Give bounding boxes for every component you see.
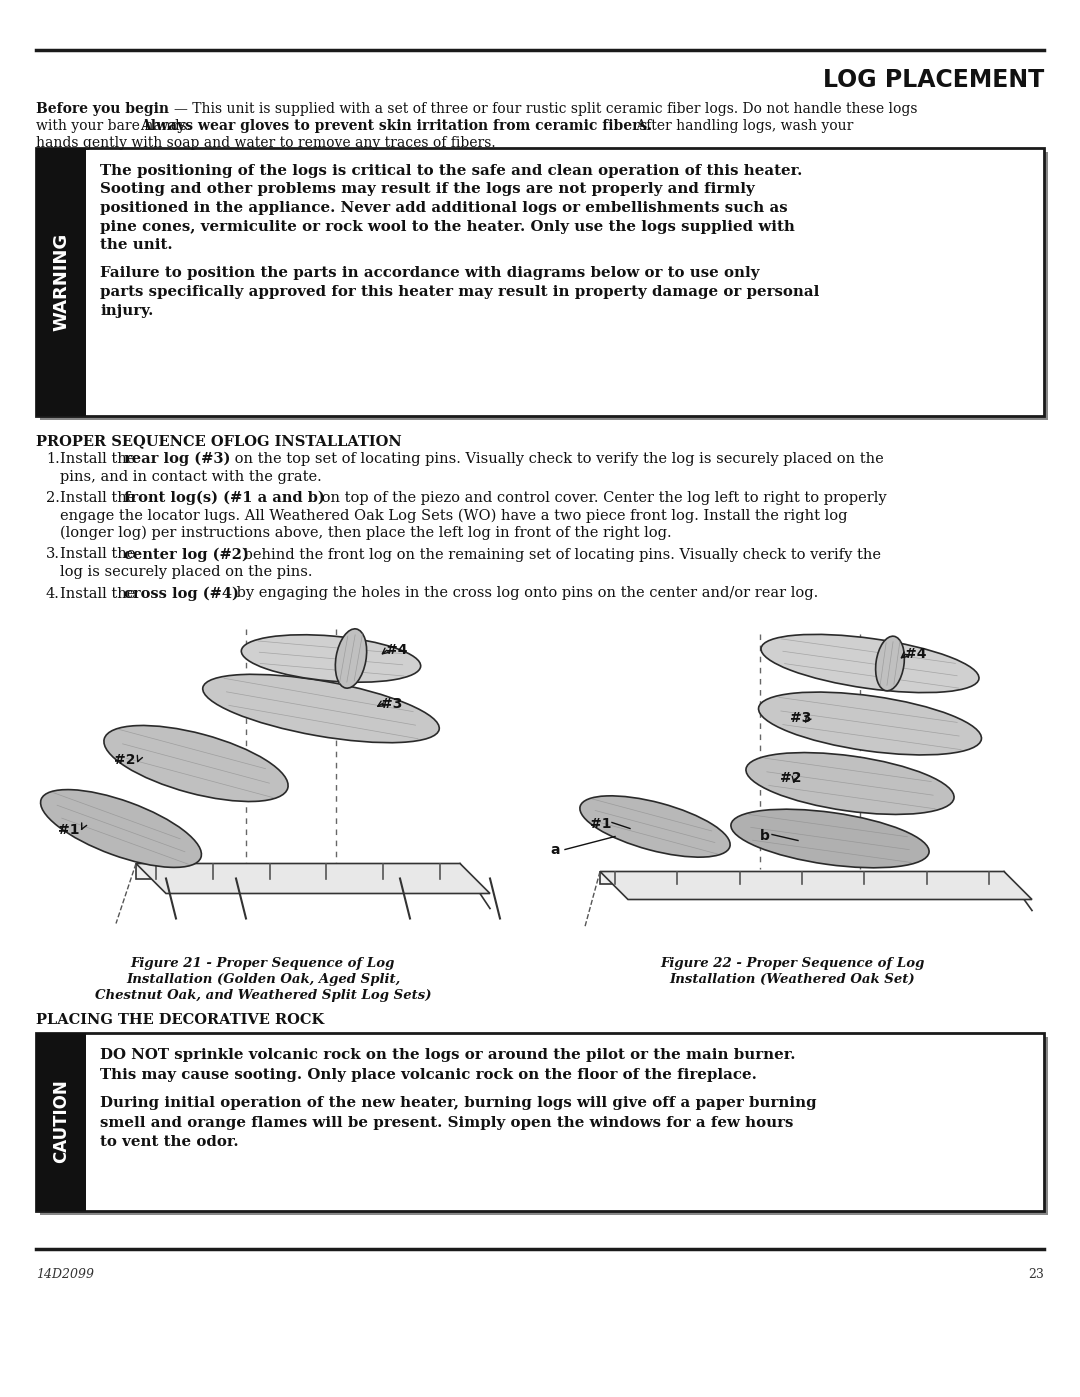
Text: Figure 21 - Proper Sequence of Log: Figure 21 - Proper Sequence of Log bbox=[131, 957, 395, 970]
Text: #3: #3 bbox=[789, 711, 811, 725]
Text: a: a bbox=[550, 844, 559, 858]
Ellipse shape bbox=[335, 629, 367, 689]
Text: DO NOT sprinkle volcanic rock on the logs or around the pilot or the main burner: DO NOT sprinkle volcanic rock on the log… bbox=[100, 1049, 796, 1063]
Text: engage the locator lugs. All Weathered Oak Log Sets (WO) have a two piece front : engage the locator lugs. All Weathered O… bbox=[60, 509, 848, 522]
Text: by engaging the holes in the cross log onto pins on the center and/or rear log.: by engaging the holes in the cross log o… bbox=[232, 587, 819, 601]
Text: (longer log) per instructions above, then place the left log in front of the rig: (longer log) per instructions above, the… bbox=[60, 527, 672, 541]
Ellipse shape bbox=[203, 675, 440, 743]
Text: log is securely placed on the pins.: log is securely placed on the pins. bbox=[60, 564, 312, 578]
Text: Always wear gloves to prevent skin irritation from ceramic fibers.: Always wear gloves to prevent skin irrit… bbox=[140, 119, 652, 133]
Text: on top of the piezo and control cover. Center the log left to right to properly: on top of the piezo and control cover. C… bbox=[318, 490, 887, 504]
Text: PROPER SEQUENCE OFLOG INSTALLATION: PROPER SEQUENCE OFLOG INSTALLATION bbox=[36, 434, 402, 448]
Text: #4: #4 bbox=[905, 647, 927, 661]
Text: Failure to position the parts in accordance with diagrams below or to use only: Failure to position the parts in accorda… bbox=[100, 267, 759, 281]
Text: 2.: 2. bbox=[46, 490, 59, 504]
Text: #4: #4 bbox=[386, 644, 407, 658]
Text: 4.: 4. bbox=[46, 587, 59, 601]
Text: #1: #1 bbox=[590, 816, 611, 830]
Ellipse shape bbox=[746, 753, 954, 814]
Text: cross log (#4): cross log (#4) bbox=[124, 587, 239, 601]
Text: pine cones, vermiculite or rock wool to the heater. Only use the logs supplied w: pine cones, vermiculite or rock wool to … bbox=[100, 219, 795, 233]
Text: This may cause sooting. Only place volcanic rock on the floor of the fireplace.: This may cause sooting. Only place volca… bbox=[100, 1067, 757, 1081]
Text: center log (#2): center log (#2) bbox=[124, 548, 248, 562]
Text: During initial operation of the new heater, burning logs will give off a paper b: During initial operation of the new heat… bbox=[100, 1097, 816, 1111]
Text: rear log (#3): rear log (#3) bbox=[124, 453, 230, 467]
Text: front log(s) (#1 a and b): front log(s) (#1 a and b) bbox=[124, 490, 325, 506]
Text: injury.: injury. bbox=[100, 303, 153, 317]
Text: 1.: 1. bbox=[46, 453, 59, 467]
Text: with your bare hands.: with your bare hands. bbox=[36, 119, 195, 133]
Bar bbox=[36, 148, 1044, 416]
Text: Install the: Install the bbox=[60, 548, 140, 562]
Bar bbox=[36, 1032, 1044, 1210]
Text: Install the: Install the bbox=[60, 453, 140, 467]
Text: to vent the odor.: to vent the odor. bbox=[100, 1134, 239, 1148]
Polygon shape bbox=[600, 872, 1004, 883]
Text: #2: #2 bbox=[114, 753, 135, 767]
Polygon shape bbox=[600, 872, 1032, 900]
Polygon shape bbox=[136, 863, 490, 894]
Text: WARNING: WARNING bbox=[52, 233, 70, 331]
Text: #3: #3 bbox=[381, 697, 403, 711]
Text: Installation (Weathered Oak Set): Installation (Weathered Oak Set) bbox=[670, 972, 915, 985]
Text: pins, and in contact with the grate.: pins, and in contact with the grate. bbox=[60, 469, 322, 483]
Text: hands gently with soap and water to remove any traces of fibers.: hands gently with soap and water to remo… bbox=[36, 136, 496, 149]
Text: PLACING THE DECORATIVE ROCK: PLACING THE DECORATIVE ROCK bbox=[36, 1013, 324, 1027]
Text: smell and orange flames will be present. Simply open the windows for a few hours: smell and orange flames will be present.… bbox=[100, 1115, 794, 1130]
Text: LOG PLACEMENT: LOG PLACEMENT bbox=[823, 68, 1044, 92]
Text: Before you begin: Before you begin bbox=[36, 102, 168, 116]
Ellipse shape bbox=[104, 725, 288, 802]
Text: the unit.: the unit. bbox=[100, 237, 173, 251]
Text: #2: #2 bbox=[780, 771, 801, 785]
Text: Installation (Golden Oak, Aged Split,: Installation (Golden Oak, Aged Split, bbox=[126, 972, 400, 985]
Text: CAUTION: CAUTION bbox=[52, 1080, 70, 1164]
Text: positioned in the appliance. Never add additional logs or embellishments such as: positioned in the appliance. Never add a… bbox=[100, 201, 787, 215]
Polygon shape bbox=[136, 863, 460, 879]
Text: Sooting and other problems may result if the logs are not properly and firmly: Sooting and other problems may result if… bbox=[100, 183, 755, 197]
Text: #1: #1 bbox=[58, 823, 80, 837]
Text: After handling logs, wash your: After handling logs, wash your bbox=[632, 119, 853, 133]
Ellipse shape bbox=[876, 636, 904, 690]
Ellipse shape bbox=[241, 634, 421, 682]
Ellipse shape bbox=[758, 692, 982, 754]
Text: Chestnut Oak, and Weathered Split Log Sets): Chestnut Oak, and Weathered Split Log Se… bbox=[95, 989, 431, 1002]
Text: 3.: 3. bbox=[46, 548, 60, 562]
Text: on the top set of locating pins. Visually check to verify the log is securely pl: on the top set of locating pins. Visuall… bbox=[230, 453, 883, 467]
Bar bbox=[36, 148, 86, 416]
Ellipse shape bbox=[761, 634, 978, 693]
Text: Install the: Install the bbox=[60, 490, 140, 504]
Text: b: b bbox=[760, 828, 770, 842]
Bar bbox=[40, 1037, 1048, 1214]
Bar bbox=[36, 1032, 86, 1210]
Ellipse shape bbox=[580, 796, 730, 858]
Text: Install the: Install the bbox=[60, 587, 140, 601]
Text: 23: 23 bbox=[1028, 1268, 1044, 1281]
Text: parts specifically approved for this heater may result in property damage or per: parts specifically approved for this hea… bbox=[100, 285, 820, 299]
Text: Figure 22 - Proper Sequence of Log: Figure 22 - Proper Sequence of Log bbox=[660, 957, 924, 970]
Ellipse shape bbox=[731, 809, 929, 868]
Text: behind the front log on the remaining set of locating pins. Visually check to ve: behind the front log on the remaining se… bbox=[239, 548, 881, 562]
Ellipse shape bbox=[41, 789, 202, 868]
Bar bbox=[40, 152, 1048, 420]
Text: The positioning of the logs is critical to the safe and clean operation of this : The positioning of the logs is critical … bbox=[100, 163, 802, 177]
Text: — This unit is supplied with a set of three or four rustic split ceramic fiber l: — This unit is supplied with a set of th… bbox=[174, 102, 918, 116]
Text: 14D2099: 14D2099 bbox=[36, 1268, 94, 1281]
